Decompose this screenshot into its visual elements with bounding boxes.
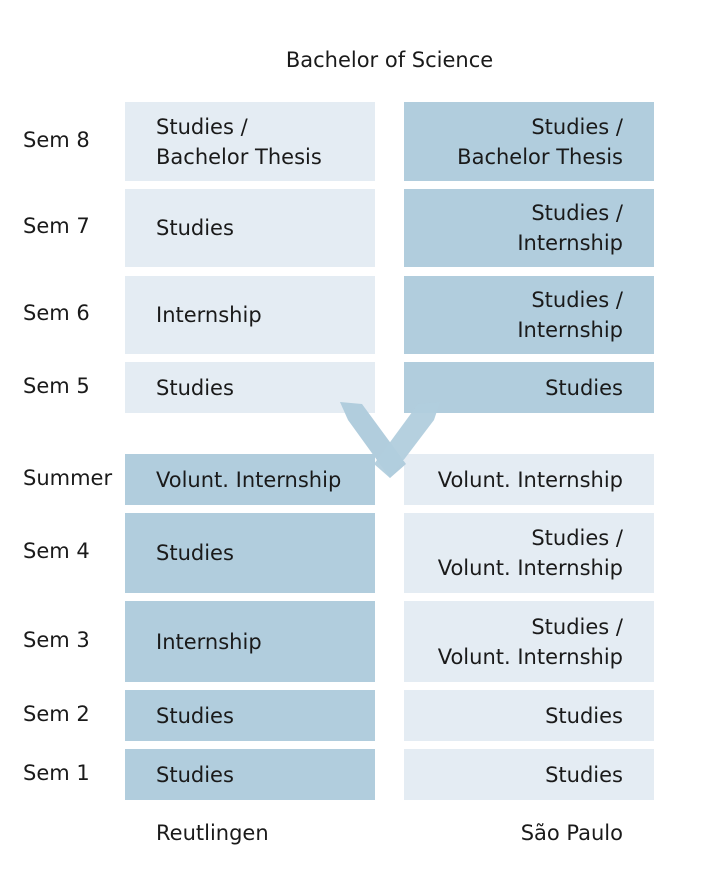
saopaulo-sem1-box: Studies (404, 749, 654, 800)
diagram-title: Bachelor of Science (285, 48, 494, 72)
saopaulo-sem7-line1: Studies / (531, 201, 623, 225)
reutlingen-sem5-box: Studies (125, 362, 375, 413)
reutlingen-sem4-box: Studies (125, 513, 375, 593)
saopaulo-sem4-line2: Volunt. Internship (437, 556, 623, 580)
footer-saopaulo: São Paulo (520, 821, 623, 845)
reutlingen-sem7-box: Studies (125, 189, 375, 267)
reutlingen-summer-line1: Volunt. Internship (156, 467, 342, 492)
saopaulo-sem3-line2: Volunt. Internship (437, 644, 623, 669)
saopaulo-sem4-line1: Studies / (531, 526, 623, 550)
saopaulo-summer-line1: Volunt. Internship (437, 467, 623, 492)
saopaulo-sem3-line1: Studies / (531, 614, 623, 639)
reutlingen-sem6-line1: Internship (156, 303, 262, 327)
saopaulo-sem7-box: Studies / Internship (404, 189, 654, 267)
semester-label-3: Sem 3 (23, 628, 90, 652)
semester-label-4: Sem 4 (23, 539, 90, 563)
semester-label-summer: Summer (23, 466, 113, 490)
reutlingen-sem6-box: Internship (125, 276, 375, 354)
reutlingen-summer-box: Volunt. Internship (125, 454, 375, 505)
saopaulo-sem5-line1: Studies (545, 375, 623, 400)
reutlingen-sem8-box: Studies / Bachelor Thesis (125, 102, 375, 181)
saopaulo-sem2-box: Studies (404, 690, 654, 741)
saopaulo-sem6-box: Studies / Internship (404, 276, 654, 354)
reutlingen-sem2-box: Studies (125, 690, 375, 741)
saopaulo-sem7-line2: Internship (517, 231, 623, 255)
saopaulo-sem1-line1: Studies (545, 762, 623, 787)
semester-label-1: Sem 1 (23, 761, 90, 785)
saopaulo-sem2-line1: Studies (545, 703, 623, 728)
reutlingen-sem8-line1: Studies / (156, 114, 248, 139)
semester-label-8: Sem 8 (23, 128, 90, 152)
saopaulo-sem6-line1: Studies / (531, 288, 623, 312)
saopaulo-sem8-line1: Studies / (531, 114, 623, 139)
semester-label-2: Sem 2 (23, 702, 90, 726)
reutlingen-sem7-line1: Studies (156, 216, 234, 240)
saopaulo-sem8-line2: Bachelor Thesis (457, 144, 623, 169)
reutlingen-sem2-line1: Studies (156, 703, 234, 728)
saopaulo-sem5-box: Studies (404, 362, 654, 413)
semester-label-6: Sem 6 (23, 301, 90, 325)
saopaulo-sem8-box: Studies / Bachelor Thesis (404, 102, 654, 181)
saopaulo-sem4-box: Studies / Volunt. Internship (404, 513, 654, 593)
footer-reutlingen: Reutlingen (156, 821, 269, 845)
semester-label-7: Sem 7 (23, 214, 90, 238)
saopaulo-sem3-box: Studies / Volunt. Internship (404, 601, 654, 682)
reutlingen-sem1-line1: Studies (156, 762, 234, 787)
reutlingen-sem4-line1: Studies (156, 541, 234, 565)
saopaulo-summer-box: Volunt. Internship (404, 454, 654, 505)
reutlingen-sem3-line1: Internship (156, 629, 262, 654)
reutlingen-sem8-line2: Bachelor Thesis (156, 144, 322, 169)
saopaulo-sem6-line2: Internship (517, 318, 623, 342)
reutlingen-sem1-box: Studies (125, 749, 375, 800)
reutlingen-sem5-line1: Studies (156, 375, 234, 400)
reutlingen-sem3-box: Internship (125, 601, 375, 682)
semester-label-5: Sem 5 (23, 374, 90, 398)
